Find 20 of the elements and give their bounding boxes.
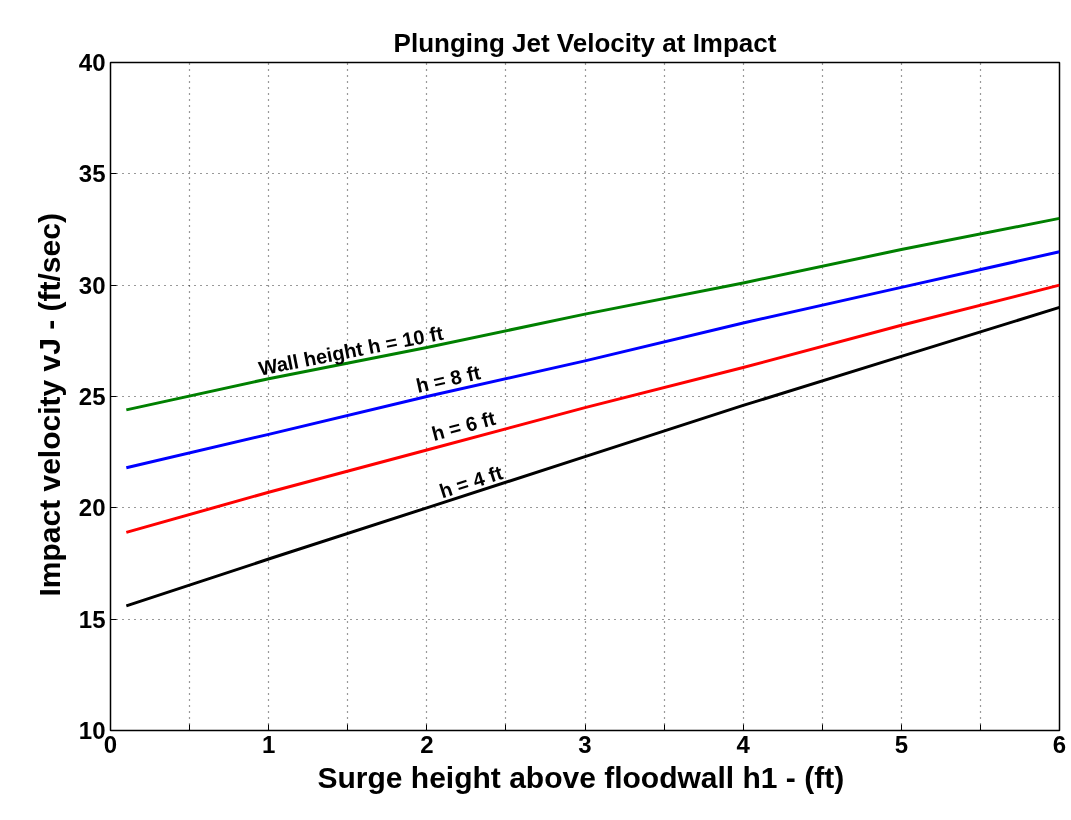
chart-title: Plunging Jet Velocity at Impact	[393, 27, 777, 58]
y-tick-label: 15	[78, 605, 106, 633]
line-series	[124, 283, 1060, 534]
x-axis-title: Surge height above floodwall h1 - (ft)	[317, 760, 845, 794]
x-tick-label: 4	[736, 730, 751, 758]
x-tick-label: 2	[420, 730, 434, 758]
annotation: h = 4 ft	[436, 461, 506, 503]
y-axis-title: Impact velocity vJ - (ft/sec)	[32, 213, 66, 597]
annotation: h = 8 ft	[414, 361, 483, 397]
y-tick-label: 30	[78, 271, 106, 299]
x-tick-label: 6	[1052, 730, 1067, 758]
line-series	[124, 216, 1060, 412]
y-tick-label: 40	[78, 49, 106, 76]
x-tick-label: 1	[261, 730, 276, 758]
x-tick-label: 3	[578, 730, 592, 758]
x-tick-label: 5	[894, 730, 909, 758]
y-tick-label: 20	[78, 494, 106, 522]
y-tick-label: 25	[78, 383, 106, 410]
annotation: h = 6 ft	[429, 406, 499, 445]
y-tick-label: 35	[78, 160, 106, 188]
